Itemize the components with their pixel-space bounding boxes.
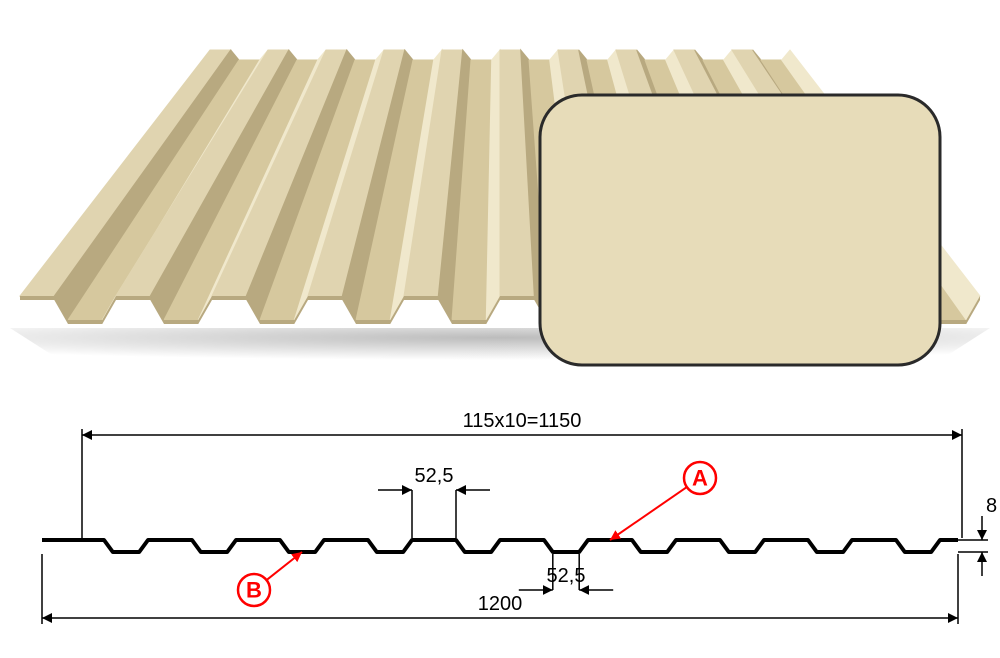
figure: 115x10=1150 1200 52,5 52,5 8 A B	[0, 0, 1000, 658]
profile-path	[42, 540, 958, 552]
profile-diagram: 115x10=1150 1200 52,5 52,5 8 A B	[42, 410, 997, 624]
dim-label-height: 8	[986, 495, 997, 517]
color-swatch	[540, 95, 940, 365]
callout-leader	[267, 552, 302, 580]
callout-letter: A	[692, 466, 708, 491]
callout-leader	[610, 487, 687, 540]
dim-label-top: 115x10=1150	[463, 410, 582, 432]
dim-label-525: 52,5	[415, 465, 454, 487]
dim-label-bottom: 1200	[478, 593, 523, 615]
callout-letter: B	[246, 578, 262, 603]
dim-label-525: 52,5	[547, 565, 586, 587]
